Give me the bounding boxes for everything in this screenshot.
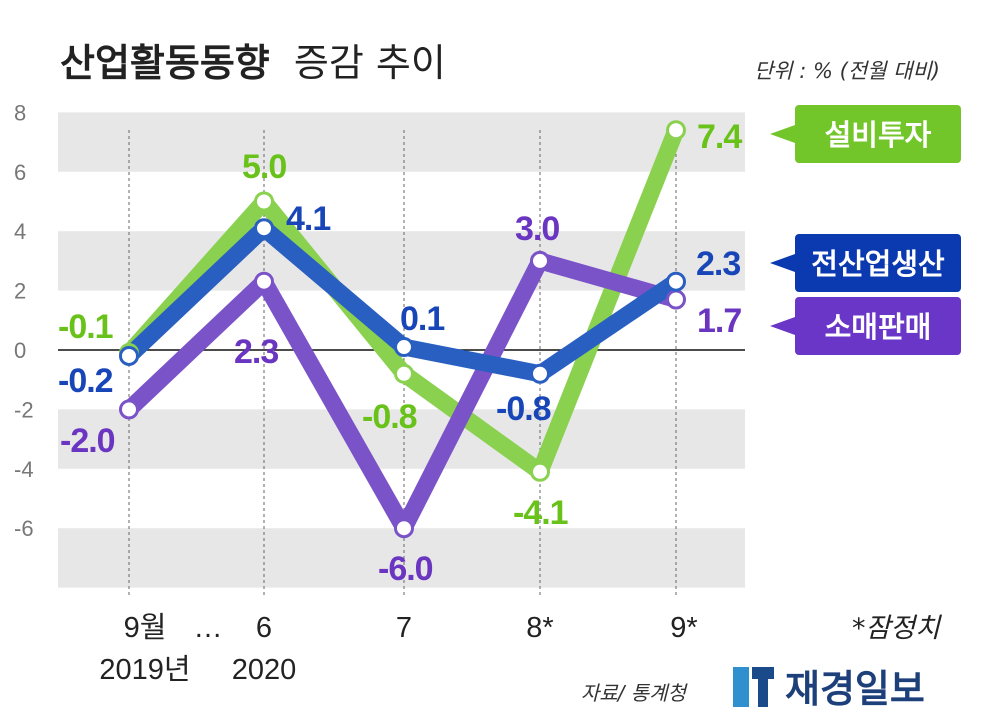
data-point-capex — [254, 191, 274, 212]
data-point-retail — [254, 271, 274, 292]
data-label-production: 2.3 — [696, 245, 740, 283]
x-tick-label: 9* — [670, 612, 697, 644]
data-point-production — [119, 345, 139, 366]
footnote: *잠정치 — [852, 613, 942, 644]
data-label-capex: -0.8 — [362, 398, 417, 436]
grid-band — [58, 528, 745, 588]
legend-label: 소매판매 — [825, 310, 932, 344]
y-tick-label: 0 — [14, 338, 26, 363]
data-label-retail: 1.7 — [697, 302, 741, 340]
x-year-label: 2020 — [232, 654, 297, 686]
data-point-capex — [666, 120, 686, 141]
data-label-capex: 5.0 — [242, 148, 286, 186]
data-label-retail: 3.0 — [515, 210, 559, 248]
data-label-capex: -4.1 — [513, 494, 568, 532]
source-note: 자료/ 통계청 — [581, 681, 689, 705]
title-normal: 증감 추이 — [294, 41, 446, 85]
x-tick-label: … — [194, 612, 223, 644]
logo-icon — [733, 667, 774, 707]
data-label-production: 4.1 — [286, 200, 330, 238]
legend-tag-production: 전산업생산 — [770, 234, 961, 292]
data-point-production — [254, 218, 274, 239]
chart-title: 산업활동동향 증감 추이 — [60, 41, 446, 85]
legend-tag-retail: 소매판매 — [770, 297, 961, 355]
series-points — [119, 120, 686, 539]
legend-tag-capex: 설비투자 — [770, 105, 961, 163]
legend-label: 전산업생산 — [811, 247, 945, 281]
data-point-production — [666, 271, 686, 292]
y-tick-label: -2 — [14, 397, 34, 422]
y-tick-label: -4 — [14, 457, 34, 482]
data-point-capex — [394, 363, 414, 384]
legend-label: 설비투자 — [825, 118, 932, 152]
unit-note: 단위 : % (전월 대비) — [754, 59, 940, 83]
data-point-retail — [394, 518, 414, 539]
data-label-production: -0.8 — [496, 390, 551, 428]
x-tick-label: 8* — [526, 612, 553, 644]
logo-text: 재경일보 — [785, 667, 925, 711]
data-point-production — [394, 337, 414, 358]
grid-band — [58, 409, 745, 469]
y-tick-label: 2 — [14, 279, 26, 304]
data-point-retail — [119, 399, 139, 420]
y-tick-label: 6 — [14, 160, 26, 185]
data-label-production: 0.1 — [400, 300, 444, 338]
data-label-production: -0.2 — [58, 362, 113, 400]
data-point-production — [530, 363, 550, 384]
data-label-retail: -6.0 — [378, 550, 433, 588]
x-tick-label: 9월 — [124, 611, 167, 644]
x-tick-label: 6 — [256, 612, 272, 644]
data-label-capex: 7.4 — [697, 118, 742, 156]
y-tick-label: 8 — [14, 100, 26, 125]
data-label-capex: -0.1 — [58, 308, 113, 346]
title-bold: 산업활동동향 — [60, 41, 270, 85]
y-tick-label: -6 — [14, 516, 34, 541]
data-labels: -0.1 5.0 -0.8 -4.1 7.4 -2.0 2.3 -6.0 3.0 1.7 -0.2 4… — [58, 118, 743, 588]
x-tick-label: 7 — [396, 612, 412, 644]
y-axis-ticks: -6 -4 -2 0 2 4 6 8 — [14, 100, 34, 541]
data-point-retail — [530, 250, 550, 271]
x-axis-labels: 9월 … 6 7 8* 9* 2019년 2020 — [99, 611, 697, 686]
x-year-label: 2019년 — [99, 654, 190, 686]
data-label-retail: 2.3 — [234, 333, 278, 371]
logo: 재경일보 — [733, 667, 925, 711]
grid-band — [58, 112, 745, 172]
y-tick-label: 4 — [14, 219, 26, 244]
data-point-capex — [530, 461, 550, 482]
data-point-retail — [666, 289, 686, 310]
data-label-retail: -2.0 — [60, 422, 115, 460]
